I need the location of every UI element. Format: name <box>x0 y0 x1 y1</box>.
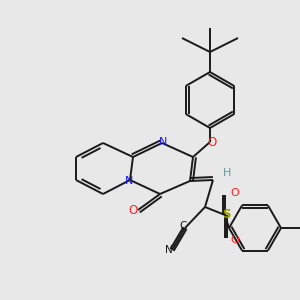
Text: O: O <box>207 136 217 148</box>
Text: O: O <box>128 203 138 217</box>
Text: N: N <box>159 137 167 147</box>
Text: N: N <box>125 176 133 186</box>
Text: O: O <box>231 188 239 198</box>
Text: S: S <box>222 208 230 221</box>
Text: N: N <box>165 245 173 255</box>
Text: C: C <box>179 221 187 231</box>
Text: H: H <box>223 168 231 178</box>
Text: O: O <box>231 235 239 245</box>
